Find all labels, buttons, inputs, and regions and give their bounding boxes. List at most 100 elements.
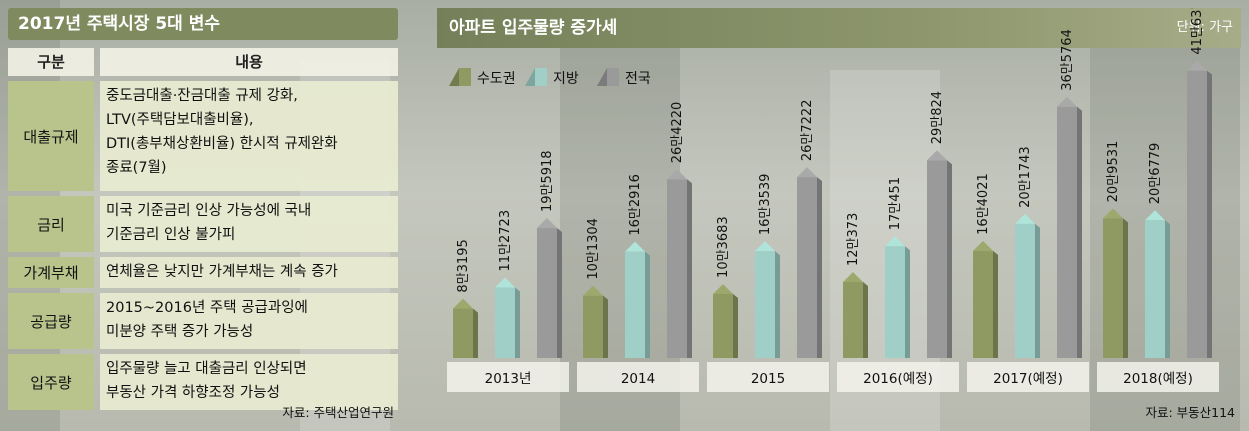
table-header-content: 내용	[100, 48, 398, 76]
bar-cap	[625, 241, 645, 252]
chart-title-bar: 아파트 입주물량 증가세 단위: 가구	[437, 8, 1241, 48]
bar	[1015, 223, 1035, 358]
bar	[1145, 220, 1165, 358]
data-label: 17만451	[888, 177, 903, 230]
bar	[843, 282, 863, 358]
bar-side	[645, 251, 650, 358]
bar-cap	[755, 241, 775, 252]
bar-cap	[1057, 96, 1077, 107]
bar-side	[1165, 220, 1170, 358]
bar-cap	[713, 283, 733, 294]
x-tick-label: 2014	[621, 371, 655, 387]
table-header-category: 구분	[8, 48, 94, 76]
legend-swatch	[607, 68, 619, 86]
bar	[927, 160, 947, 358]
data-label: 26만4220	[670, 102, 685, 164]
x-label-band	[707, 362, 829, 392]
bar	[667, 179, 687, 358]
bar-side	[1207, 70, 1212, 358]
x-label-band	[967, 362, 1089, 392]
table-row-content: 중도금대출·잔금대출 규제 강화, LTV(주택담보대출비율), DTI(총부채…	[100, 81, 398, 191]
bar-cap	[1187, 60, 1207, 71]
content-line: 미분양 주택 증가 가능성	[106, 324, 254, 340]
content-line: 기준금리 인상 불가피	[106, 227, 236, 243]
legend-label: 지방	[553, 71, 579, 87]
content-line: 종료(7월)	[106, 160, 167, 176]
bar	[1103, 218, 1123, 358]
bar-side	[687, 179, 692, 358]
x-tick-label: 2016(예정)	[863, 371, 933, 387]
bar	[583, 295, 603, 358]
bar-side	[947, 160, 952, 358]
bar-side	[775, 251, 780, 358]
bar-side	[993, 250, 998, 358]
chart-canvas: 수도권 지방 전국 2013년 8만3195 11만2723 19만5918 2014 10만1…	[447, 8, 1219, 392]
bar-cap	[843, 272, 863, 283]
data-label: 20만6779	[1148, 143, 1163, 205]
bar-side	[473, 308, 478, 358]
bar-side	[733, 293, 738, 358]
data-label: 16만4021	[976, 173, 991, 235]
legend-swatch	[449, 68, 459, 86]
content-line: 입주물량 늘고 대출금리 인상되면	[106, 361, 307, 377]
x-tick-label: 2015	[751, 371, 785, 387]
housing-variables-table: 2017년 주택시장 5대 변수 구분 내용 대출규제 중도금대출·잔금대출 규…	[8, 8, 398, 423]
x-label-band	[1097, 362, 1219, 392]
bar-cap	[667, 169, 687, 180]
legend-swatch	[535, 68, 547, 86]
bar	[495, 287, 515, 358]
content-line: 2015~2016년 주택 공급과잉에	[106, 300, 308, 316]
bar-side	[1035, 223, 1040, 358]
bar-cap	[1103, 208, 1123, 219]
bar-side	[1123, 218, 1128, 358]
content-line: 중도금대출·잔금대출 규제 강화,	[106, 88, 298, 104]
content-line: LTV(주택담보대출비율),	[106, 112, 254, 128]
bar-cap	[583, 285, 603, 296]
content-line: 연체율은 낮지만 가계부채는 계속 증가	[106, 264, 338, 280]
table-row-content: 연체율은 낮지만 가계부채는 계속 증가	[100, 257, 398, 288]
chart-title: 아파트 입주물량 증가세	[449, 18, 618, 38]
bar	[1057, 106, 1077, 359]
bar-cap	[927, 150, 947, 161]
table-row-label: 입주량	[8, 354, 94, 410]
x-tick-label: 2013년	[485, 371, 532, 387]
chart-source: 자료: 부동산114	[1145, 405, 1235, 420]
data-label: 10만1304	[586, 218, 601, 280]
data-label: 29만824	[930, 91, 945, 144]
legend-swatch	[459, 68, 471, 86]
bar	[973, 250, 993, 358]
legend-label: 전국	[625, 71, 651, 87]
bar	[1187, 70, 1207, 358]
x-label-band	[447, 362, 569, 392]
data-label: 26만7222	[800, 100, 815, 162]
data-label: 20만9531	[1106, 141, 1121, 203]
data-label: 19만5918	[540, 150, 555, 212]
table-source: 자료: 주택산업연구원	[282, 405, 394, 420]
table-row-label: 가계부채	[8, 257, 94, 288]
table-row-content: 2015~2016년 주택 공급과잉에 미분양 주택 증가 가능성	[100, 293, 398, 349]
data-label: 8만3195	[456, 239, 471, 292]
bar-cap	[885, 236, 905, 247]
bar	[625, 251, 645, 358]
table-row-label: 공급량	[8, 293, 94, 349]
bar-cap	[1145, 210, 1165, 221]
table-row-label: 대출규제	[8, 81, 94, 191]
bar	[797, 177, 817, 358]
bar	[537, 228, 557, 358]
bar	[453, 308, 473, 358]
table-row-content: 미국 기준금리 인상 가능성에 국내 기준금리 인상 불가피	[100, 196, 398, 252]
x-tick-label: 2017(예정)	[993, 371, 1063, 387]
data-label: 20만1743	[1018, 146, 1033, 208]
data-label: 16만3539	[758, 174, 773, 236]
move-in-volume-chart: 아파트 입주물량 증가세 단위: 가구 수도권 지방 전국 2013년 8만3195 11…	[437, 8, 1241, 423]
unit-label: 단위: 가구	[1176, 20, 1233, 35]
x-label-band	[577, 362, 699, 392]
bar	[755, 251, 775, 358]
data-label: 11만2723	[498, 210, 513, 272]
bar-side	[817, 177, 822, 358]
content-line: 부동산 가격 하향조정 가능성	[106, 385, 280, 401]
data-label: 36만5764	[1060, 29, 1075, 91]
data-label: 10만3683	[716, 216, 731, 278]
legend-label: 수도권	[477, 71, 516, 87]
bar-cap	[453, 298, 473, 309]
